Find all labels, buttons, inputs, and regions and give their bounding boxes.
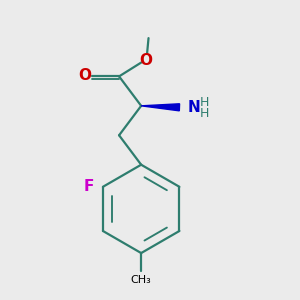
Text: O: O bbox=[79, 68, 92, 83]
Text: N: N bbox=[188, 100, 200, 115]
Text: O: O bbox=[139, 53, 152, 68]
Text: F: F bbox=[84, 179, 94, 194]
Text: H: H bbox=[200, 95, 209, 109]
Text: H: H bbox=[200, 107, 209, 120]
Polygon shape bbox=[141, 104, 180, 111]
Text: CH₃: CH₃ bbox=[131, 275, 152, 285]
